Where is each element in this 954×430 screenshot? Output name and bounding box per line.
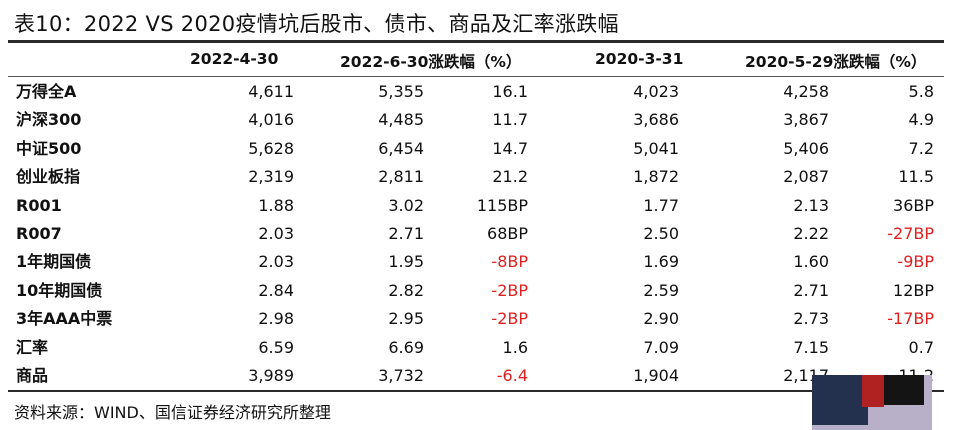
- cell-c4: 3,686: [633, 110, 679, 130]
- overlay-red-block: [862, 375, 884, 407]
- cell-c2: 2,811: [378, 167, 424, 187]
- cell-c4: 1,904: [633, 366, 679, 385]
- table-row: 万得全A 4,611 5,355 16.1 4,023 4,258 5.8: [0, 78, 954, 106]
- cell-c5: 3,867: [783, 110, 829, 130]
- cell-c2: 5,355: [378, 82, 424, 101]
- top-rule: [8, 40, 944, 43]
- table-row: 创业板指 2,319 2,811 21.2 1,872 2,087 11.5: [0, 163, 954, 191]
- cell-c5: 2.73: [793, 309, 829, 329]
- cell-c4: 5,041: [633, 138, 679, 158]
- cell-c5: 2.71: [793, 280, 829, 300]
- cell-c1: 4,016: [248, 110, 294, 130]
- cell-c6: 0.7: [908, 337, 934, 357]
- cell-c1: 2.03: [258, 224, 294, 243]
- cell-c5: 2,087: [783, 167, 829, 187]
- cell-c4: 2.50: [643, 224, 679, 243]
- cell-c2: 6.69: [388, 337, 424, 357]
- cell-c5: 2.22: [793, 224, 829, 243]
- overlay-dark-block: [812, 375, 868, 425]
- cell-c6: 36BP: [893, 195, 934, 215]
- cell-c6: -17BP: [887, 309, 934, 329]
- cell-c5: 4,258: [783, 82, 829, 101]
- table-row: R007 2.03 2.71 68BP 2.50 2.22 -27BP: [0, 220, 954, 248]
- cell-c4: 7.09: [643, 337, 679, 357]
- bottom-rule: [8, 390, 944, 392]
- cell-c2: 3.02: [388, 195, 424, 215]
- cell-c6: 5.8: [908, 82, 934, 101]
- table-title: 表10：2022 VS 2020疫情坑后股市、债市、商品及汇率涨跌幅: [14, 12, 619, 36]
- cell-c6: 11.5: [898, 167, 934, 187]
- row-label: 创业板指: [16, 167, 81, 187]
- table-row: 汇率 6.59 6.69 1.6 7.09 7.15 0.7: [0, 334, 954, 362]
- cell-c3: -2BP: [491, 309, 528, 329]
- header-2022-4-30: 2022-4-30: [190, 50, 279, 68]
- cell-c1: 2,319: [248, 167, 294, 187]
- row-label: 1年期国债: [16, 252, 92, 272]
- cell-c3: -8BP: [491, 252, 528, 272]
- cell-c4: 2.90: [643, 309, 679, 329]
- table-row: 中证500 5,628 6,454 14.7 5,041 5,406 7.2: [0, 135, 954, 163]
- cell-c5: 5,406: [783, 138, 829, 158]
- cell-c1: 6.59: [258, 337, 294, 357]
- table-row: 1年期国债 2.03 1.95 -8BP 1.69 1.60 -9BP: [0, 248, 954, 276]
- cell-c4: 1.77: [643, 195, 679, 215]
- cell-c4: 1,872: [633, 167, 679, 187]
- table-row: 10年期国债 2.84 2.82 -2BP 2.59 2.71 12BP: [0, 277, 954, 305]
- cell-c2: 6,454: [378, 138, 424, 158]
- row-label: R007: [16, 224, 62, 243]
- cell-c4: 1.69: [643, 252, 679, 272]
- cell-c6: -27BP: [887, 224, 934, 243]
- cell-c3: 1.6: [502, 337, 528, 357]
- cell-c6: -9BP: [897, 252, 934, 272]
- cell-c3: 115BP: [476, 195, 528, 215]
- cell-c5: 7.15: [793, 337, 829, 357]
- cell-c4: 4,023: [633, 82, 679, 101]
- cell-c1: 5,628: [248, 138, 294, 158]
- cell-c5: 1.60: [793, 252, 829, 272]
- cell-c2: 1.95: [388, 252, 424, 272]
- header-2022-6-30-change: 2022-6-30涨跌幅（%）: [340, 53, 522, 71]
- cell-c2: 2.95: [388, 309, 424, 329]
- cell-c3: 16.1: [492, 82, 528, 101]
- source-note: 资料来源：WIND、国信证券经济研究所整理: [14, 403, 331, 422]
- cell-c1: 1.88: [258, 195, 294, 215]
- header-rule: [8, 76, 944, 77]
- cell-c3: 21.2: [492, 167, 528, 187]
- cell-c3: 11.7: [492, 110, 528, 130]
- table-row: 沪深300 4,016 4,485 11.7 3,686 3,867 4.9: [0, 106, 954, 134]
- cell-c2: 3,732: [378, 366, 424, 385]
- cell-c1: 2.84: [258, 280, 294, 300]
- row-label: 3年AAA中票: [16, 309, 113, 329]
- row-label: 商品: [16, 366, 49, 385]
- overlay-black-block: [884, 375, 924, 405]
- cell-c2: 4,485: [378, 110, 424, 130]
- row-label: 10年期国债: [16, 280, 103, 300]
- table-row: 3年AAA中票 2.98 2.95 -2BP 2.90 2.73 -17BP: [0, 305, 954, 333]
- cell-c1: 2.03: [258, 252, 294, 272]
- cell-c6: 7.2: [908, 138, 934, 158]
- header-2020-3-31: 2020-3-31: [595, 50, 684, 68]
- row-label: R001: [16, 195, 62, 215]
- cell-c1: 4,611: [248, 82, 294, 101]
- row-label: 中证500: [16, 138, 82, 158]
- row-label: 汇率: [16, 337, 49, 357]
- cell-c3: 68BP: [487, 224, 528, 243]
- row-label: 万得全A: [16, 82, 77, 101]
- cell-c6: 4.9: [908, 110, 934, 130]
- cell-c3: -6.4: [496, 366, 528, 385]
- cell-c3: 14.7: [492, 138, 528, 158]
- cell-c1: 2.98: [258, 309, 294, 329]
- header-2020-5-29-change: 2020-5-29涨跌幅（%）: [745, 53, 927, 71]
- cell-c3: -2BP: [491, 280, 528, 300]
- cell-c4: 2.59: [643, 280, 679, 300]
- table-row: R001 1.88 3.02 115BP 1.77 2.13 36BP: [0, 192, 954, 220]
- cell-c1: 3,989: [248, 366, 294, 385]
- cell-c5: 2.13: [793, 195, 829, 215]
- cell-c2: 2.82: [388, 280, 424, 300]
- cell-c2: 2.71: [388, 224, 424, 243]
- cell-c6: 12BP: [893, 280, 934, 300]
- row-label: 沪深300: [16, 110, 82, 130]
